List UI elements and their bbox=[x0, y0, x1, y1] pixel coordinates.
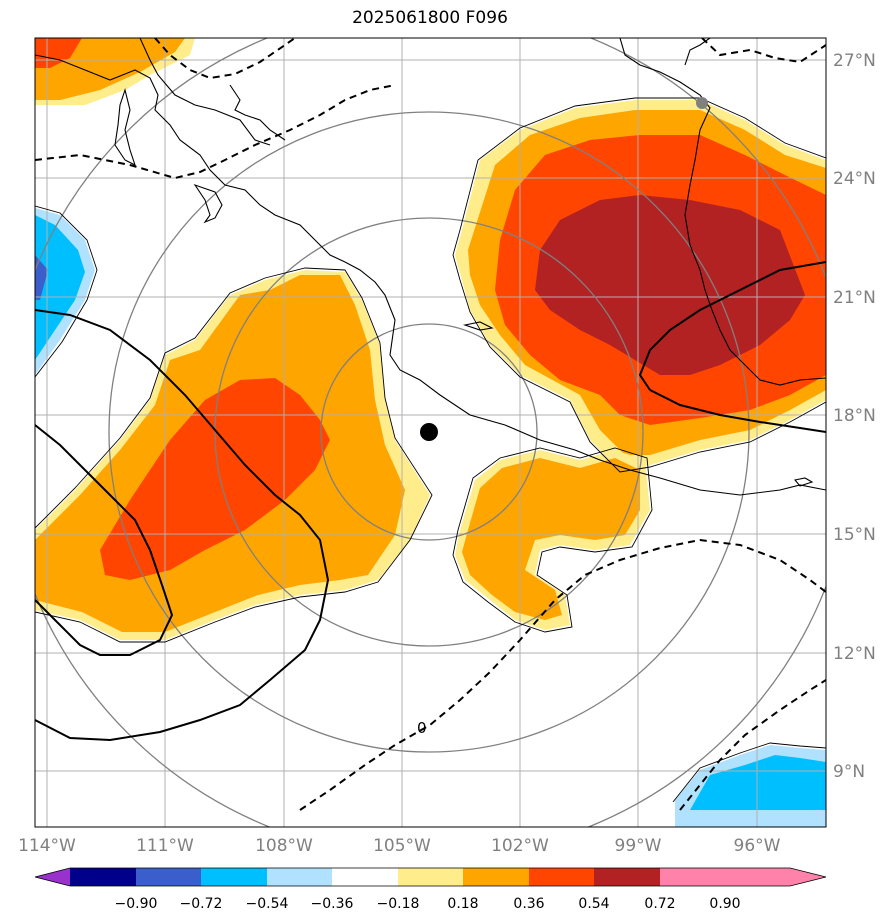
lon-label: 99°W bbox=[615, 836, 662, 856]
colorbar-bin bbox=[529, 868, 594, 886]
lat-label: 21°N bbox=[833, 288, 876, 308]
map-frame bbox=[34, 37, 827, 828]
latitude-labels: 27°N 24°N 21°N 18°N 15°N 12°N 9°N bbox=[833, 51, 876, 782]
lon-label: 114°W bbox=[18, 836, 76, 856]
colorbar-bin bbox=[332, 868, 398, 886]
anomaly-outlines bbox=[35, 97, 826, 803]
colorbar-over-arrow bbox=[725, 868, 826, 886]
colorbar-bin bbox=[70, 868, 136, 886]
lon-label: 96°W bbox=[734, 836, 781, 856]
station-marker bbox=[696, 97, 708, 109]
lat-label: 15°N bbox=[833, 525, 876, 545]
lon-label: 102°W bbox=[491, 836, 549, 856]
colorbar-tick-label: −0.54 bbox=[246, 896, 289, 912]
lat-lon-grid bbox=[35, 38, 826, 827]
coastlines bbox=[35, 38, 826, 496]
anomaly-south-central bbox=[455, 450, 650, 630]
chart-title: 2025061800 F096 bbox=[352, 8, 508, 28]
colorbar-under-arrow bbox=[35, 868, 70, 886]
contours: 0 bbox=[35, 38, 826, 811]
colorbar-bin bbox=[201, 868, 267, 886]
colorbar-bin bbox=[136, 868, 201, 886]
colorbar-tick-label: 0.18 bbox=[447, 896, 478, 912]
anomaly-southwest bbox=[35, 270, 430, 640]
longitude-labels: 114°W 111°W 108°W 105°W 102°W 99°W 96°W bbox=[18, 836, 781, 856]
contour-zero-label: 0 bbox=[417, 719, 427, 737]
anomaly-southeast-blue bbox=[675, 745, 826, 827]
lon-label: 111°W bbox=[136, 836, 194, 856]
colorbar-tick-label: 0.54 bbox=[578, 896, 609, 912]
colorbar-bin bbox=[398, 868, 463, 886]
lat-label: 12°N bbox=[833, 644, 876, 664]
colorbar-bin bbox=[594, 868, 660, 886]
lon-label: 105°W bbox=[373, 836, 431, 856]
lat-label: 27°N bbox=[833, 51, 876, 71]
storm-center-marker bbox=[420, 423, 438, 441]
lat-label: 24°N bbox=[833, 169, 876, 189]
anomaly-northeast bbox=[455, 100, 826, 470]
colorbar-tick-label: −0.72 bbox=[180, 896, 223, 912]
colorbar-bin bbox=[660, 868, 725, 886]
map-area: 0 bbox=[35, 38, 826, 827]
colorbar-bin bbox=[463, 868, 529, 886]
lat-label: 18°N bbox=[833, 406, 876, 426]
lat-label: 9°N bbox=[833, 762, 865, 782]
colorbar: −0.90 −0.72 −0.54 −0.36 −0.18 0.18 0.36 … bbox=[34, 867, 827, 912]
colorbar-tick-label: −0.18 bbox=[377, 896, 420, 912]
colorbar-tick-label: −0.36 bbox=[311, 896, 354, 912]
colorbar-tick-label: −0.90 bbox=[115, 896, 158, 912]
lon-label: 108°W bbox=[255, 836, 313, 856]
colorbar-tick-label: 0.72 bbox=[644, 896, 675, 912]
colorbar-tick-label: 0.90 bbox=[709, 896, 740, 912]
colorbar-tick-label: 0.36 bbox=[513, 896, 544, 912]
colorbar-bin bbox=[267, 868, 332, 886]
range-rings bbox=[35, 38, 826, 827]
